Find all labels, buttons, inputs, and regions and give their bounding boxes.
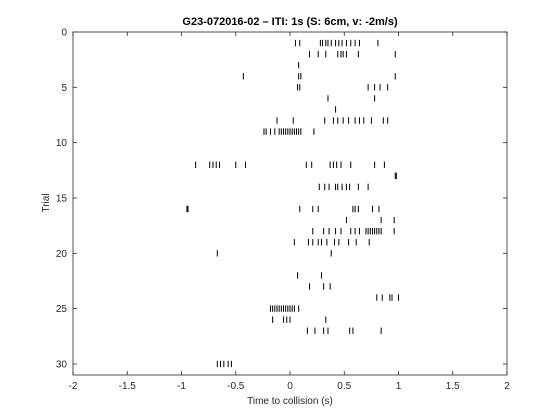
- spike-marks: [186, 39, 399, 368]
- y-tick-label: 20: [56, 249, 68, 260]
- x-axis-label: Time to collision (s): [247, 396, 333, 407]
- x-tick-label: 1.5: [446, 381, 460, 392]
- x-tick-label: -0.5: [227, 381, 245, 392]
- x-tick-label: 0: [287, 381, 293, 392]
- y-axis-label: Trial: [41, 193, 52, 212]
- x-tick-label: 0.5: [337, 381, 351, 392]
- y-tick-label: 25: [56, 304, 68, 315]
- x-tick-label: -1.5: [119, 381, 137, 392]
- y-tick-label: 5: [61, 83, 67, 94]
- x-tick-label: 1: [396, 381, 402, 392]
- plot-area: [73, 32, 507, 375]
- y-tick-label: 15: [56, 193, 68, 204]
- x-tick-label: -1: [177, 381, 186, 392]
- y-tick-label: 0: [61, 28, 67, 39]
- x-tick-label: -2: [69, 381, 78, 392]
- y-tick-label: 30: [56, 359, 68, 370]
- y-tick-label: 10: [56, 138, 68, 149]
- x-tick-label: 2: [504, 381, 510, 392]
- chart-title: G23-072016-02 – ITI: 1s (S: 6cm, v: -2m/…: [182, 16, 398, 28]
